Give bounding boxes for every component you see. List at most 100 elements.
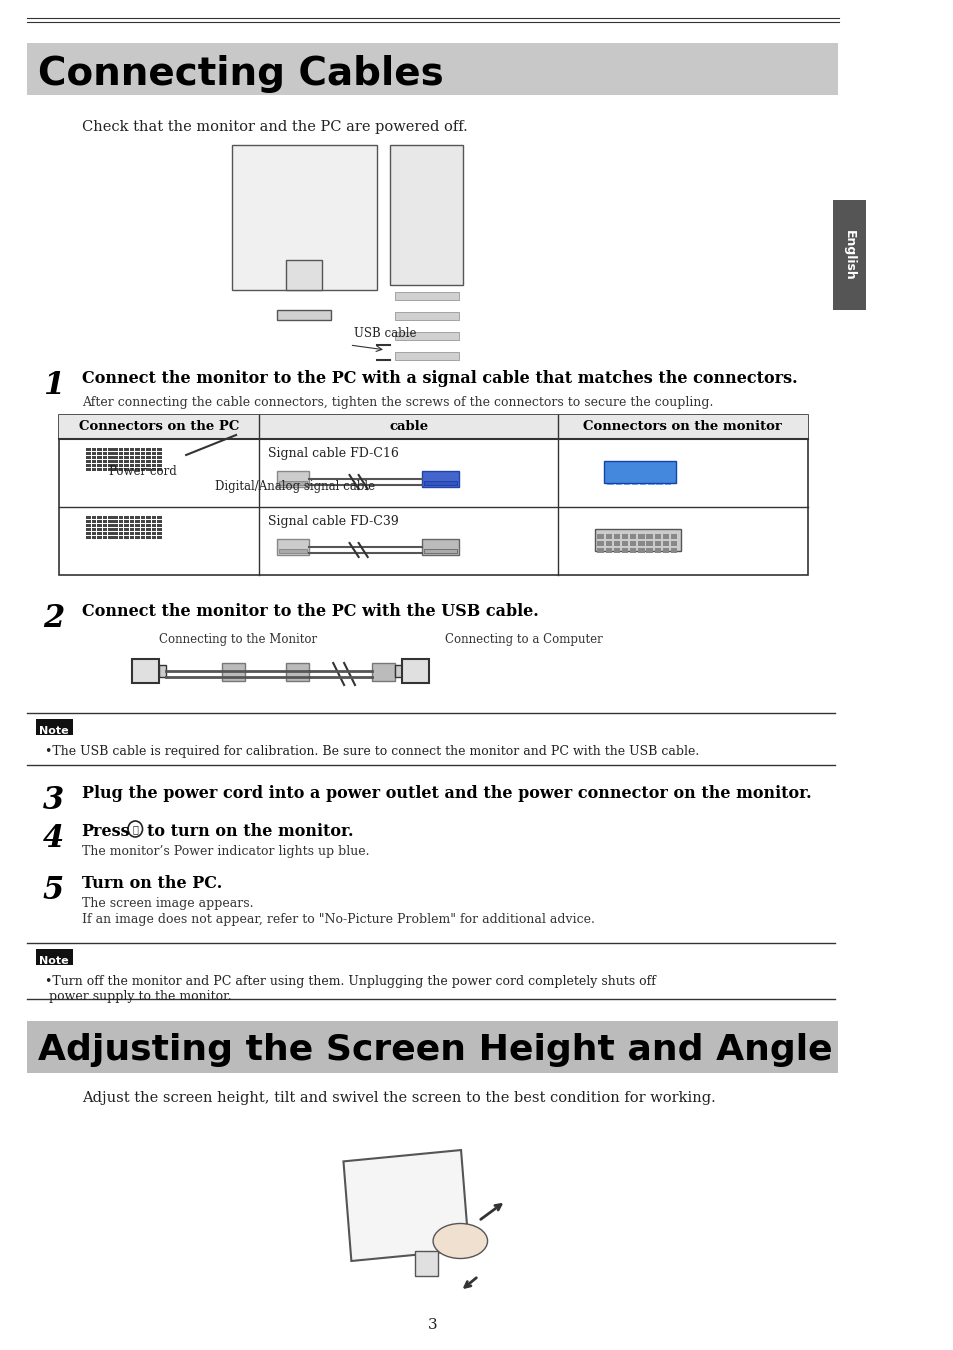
Bar bbox=[103, 524, 107, 527]
Bar bbox=[86, 468, 91, 471]
Bar bbox=[670, 541, 677, 545]
Bar bbox=[86, 520, 91, 522]
Text: 5: 5 bbox=[43, 875, 64, 906]
Bar bbox=[662, 535, 668, 539]
Text: 1: 1 bbox=[43, 370, 64, 401]
Bar bbox=[157, 516, 161, 518]
Bar bbox=[395, 666, 402, 676]
Text: Connectors on the monitor: Connectors on the monitor bbox=[582, 420, 781, 433]
Bar bbox=[152, 460, 156, 463]
Bar bbox=[86, 528, 91, 531]
Bar bbox=[152, 516, 156, 518]
Text: ⏼: ⏼ bbox=[132, 824, 138, 834]
Bar bbox=[91, 528, 96, 531]
Text: Check that the monitor and the PC are powered off.: Check that the monitor and the PC are po… bbox=[82, 120, 467, 134]
Bar bbox=[91, 452, 96, 455]
Bar bbox=[141, 452, 145, 455]
Bar bbox=[664, 466, 670, 471]
Bar bbox=[152, 536, 156, 539]
Bar bbox=[629, 535, 636, 539]
Bar bbox=[59, 414, 807, 439]
Text: The monitor’s Power indicator lights up blue.: The monitor’s Power indicator lights up … bbox=[82, 845, 369, 859]
Bar bbox=[119, 468, 123, 471]
Text: Note: Note bbox=[39, 726, 69, 736]
Bar bbox=[157, 536, 161, 539]
Bar bbox=[97, 452, 102, 455]
Bar bbox=[97, 520, 102, 522]
Bar bbox=[36, 720, 72, 734]
Bar bbox=[141, 456, 145, 459]
Bar bbox=[135, 524, 140, 527]
Bar bbox=[607, 472, 613, 478]
Text: 2: 2 bbox=[43, 603, 64, 634]
Bar bbox=[135, 448, 140, 451]
Bar bbox=[654, 535, 660, 539]
Bar bbox=[108, 516, 112, 518]
Bar bbox=[146, 460, 151, 463]
Bar bbox=[113, 524, 118, 527]
Text: 3: 3 bbox=[43, 784, 64, 815]
Bar bbox=[629, 541, 636, 545]
Bar bbox=[222, 663, 245, 680]
Bar bbox=[124, 536, 129, 539]
Bar bbox=[97, 464, 102, 467]
Bar bbox=[86, 452, 91, 455]
Bar bbox=[124, 532, 129, 535]
Bar bbox=[141, 516, 145, 518]
Bar bbox=[422, 471, 458, 487]
Bar bbox=[135, 532, 140, 535]
Bar bbox=[119, 452, 123, 455]
Bar bbox=[615, 472, 621, 478]
Bar bbox=[103, 464, 107, 467]
Text: Turn on the PC.: Turn on the PC. bbox=[82, 875, 222, 892]
Bar bbox=[119, 464, 123, 467]
Bar bbox=[664, 472, 670, 478]
Bar bbox=[152, 456, 156, 459]
Bar bbox=[91, 448, 96, 451]
Bar bbox=[621, 541, 628, 545]
Bar bbox=[286, 261, 322, 290]
Bar bbox=[152, 532, 156, 535]
Bar bbox=[108, 456, 112, 459]
Bar bbox=[119, 448, 123, 451]
Bar bbox=[395, 352, 458, 360]
Bar bbox=[613, 548, 619, 554]
Bar bbox=[594, 529, 680, 551]
Bar bbox=[97, 528, 102, 531]
Text: Signal cable FD-C39: Signal cable FD-C39 bbox=[268, 514, 398, 528]
Text: Digital/Analog signal cable: Digital/Analog signal cable bbox=[214, 481, 375, 493]
Bar bbox=[141, 532, 145, 535]
Bar bbox=[638, 541, 644, 545]
Bar bbox=[597, 548, 603, 554]
Bar bbox=[135, 460, 140, 463]
Bar bbox=[638, 548, 644, 554]
Bar bbox=[124, 460, 129, 463]
Bar bbox=[135, 452, 140, 455]
Bar bbox=[132, 659, 159, 683]
Bar bbox=[119, 456, 123, 459]
Bar bbox=[103, 520, 107, 522]
Bar bbox=[124, 456, 129, 459]
Bar bbox=[152, 468, 156, 471]
Bar bbox=[119, 516, 123, 518]
Bar bbox=[390, 144, 462, 285]
Bar bbox=[141, 536, 145, 539]
Bar bbox=[124, 520, 129, 522]
Text: Adjusting the Screen Height and Angle: Adjusting the Screen Height and Angle bbox=[38, 1033, 832, 1066]
Bar bbox=[130, 448, 134, 451]
Bar bbox=[152, 448, 156, 451]
Bar bbox=[130, 528, 134, 531]
Bar bbox=[146, 536, 151, 539]
Bar bbox=[646, 535, 652, 539]
Bar bbox=[146, 520, 151, 522]
Bar bbox=[113, 528, 118, 531]
Text: USB cable: USB cable bbox=[354, 327, 416, 340]
Bar bbox=[276, 539, 309, 555]
Bar bbox=[86, 524, 91, 527]
Bar bbox=[119, 520, 123, 522]
Bar bbox=[97, 536, 102, 539]
Bar bbox=[108, 536, 112, 539]
Bar bbox=[423, 481, 456, 485]
Bar bbox=[135, 536, 140, 539]
Circle shape bbox=[128, 821, 142, 837]
